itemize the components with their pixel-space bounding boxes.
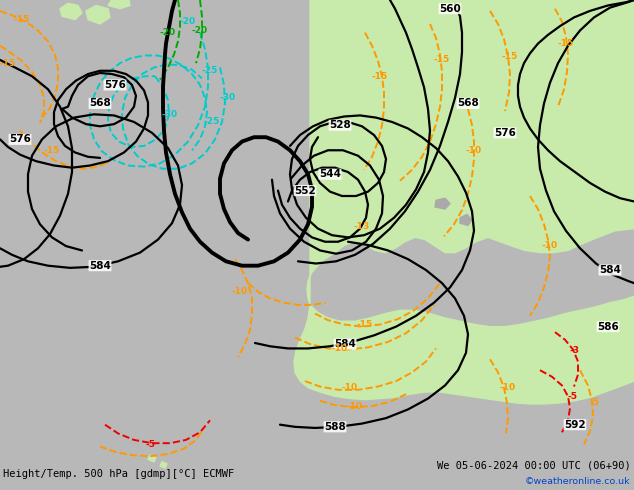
Polygon shape xyxy=(60,3,82,20)
Text: -30: -30 xyxy=(162,110,178,119)
Text: -15: -15 xyxy=(372,72,388,81)
Text: -20: -20 xyxy=(160,28,176,37)
Text: -5: -5 xyxy=(145,440,155,449)
Text: -3: -3 xyxy=(570,346,580,355)
Polygon shape xyxy=(398,368,408,379)
Text: -15: -15 xyxy=(558,39,574,48)
Text: 560: 560 xyxy=(439,4,461,14)
Text: 584: 584 xyxy=(599,265,621,275)
Text: Height/Temp. 500 hPa [gdmp][°C] ECMWF: Height/Temp. 500 hPa [gdmp][°C] ECMWF xyxy=(3,469,235,479)
Polygon shape xyxy=(108,0,130,9)
Text: 588: 588 xyxy=(324,422,346,432)
Text: -15: -15 xyxy=(14,15,30,24)
Text: 576: 576 xyxy=(9,134,31,145)
Text: -10: -10 xyxy=(232,287,248,296)
Text: -15: -15 xyxy=(434,55,450,64)
Text: 544: 544 xyxy=(319,169,341,179)
Text: 552: 552 xyxy=(294,186,316,196)
Text: We 05-06-2024 00:00 UTC (06+90): We 05-06-2024 00:00 UTC (06+90) xyxy=(437,461,631,470)
Text: -10: -10 xyxy=(342,383,358,392)
Text: -10: -10 xyxy=(542,241,558,249)
Text: -15: -15 xyxy=(44,146,60,155)
Text: -10: -10 xyxy=(500,383,516,392)
Text: -10: -10 xyxy=(347,402,363,411)
Polygon shape xyxy=(435,198,450,209)
Text: 584: 584 xyxy=(89,261,111,270)
Polygon shape xyxy=(460,215,472,225)
Polygon shape xyxy=(307,0,634,305)
Polygon shape xyxy=(388,353,400,365)
Text: -25: -25 xyxy=(202,66,218,75)
Text: -10: -10 xyxy=(466,146,482,155)
Text: 568: 568 xyxy=(457,98,479,108)
Text: 586: 586 xyxy=(597,321,619,332)
Text: ©weatheronline.co.uk: ©weatheronline.co.uk xyxy=(525,477,631,486)
Polygon shape xyxy=(148,455,156,462)
Polygon shape xyxy=(294,296,634,404)
Text: -15: -15 xyxy=(502,52,518,61)
Text: -20: -20 xyxy=(192,26,208,35)
Text: -25: -25 xyxy=(204,118,220,126)
Text: -30: -30 xyxy=(220,94,236,102)
Text: -15: -15 xyxy=(357,320,373,329)
Text: -20: -20 xyxy=(180,17,196,26)
Text: 568: 568 xyxy=(89,98,111,108)
Text: 584: 584 xyxy=(334,339,356,349)
Text: 576: 576 xyxy=(494,128,516,138)
Text: -5: -5 xyxy=(567,392,577,401)
Text: -15: -15 xyxy=(0,59,16,68)
Polygon shape xyxy=(86,5,110,24)
Text: 592: 592 xyxy=(564,419,586,430)
Polygon shape xyxy=(160,462,167,468)
Text: 528: 528 xyxy=(329,120,351,130)
Text: -10: -10 xyxy=(332,344,348,353)
Text: -5: -5 xyxy=(589,398,599,407)
Text: -13: -13 xyxy=(354,222,370,231)
Text: 576: 576 xyxy=(104,80,126,90)
